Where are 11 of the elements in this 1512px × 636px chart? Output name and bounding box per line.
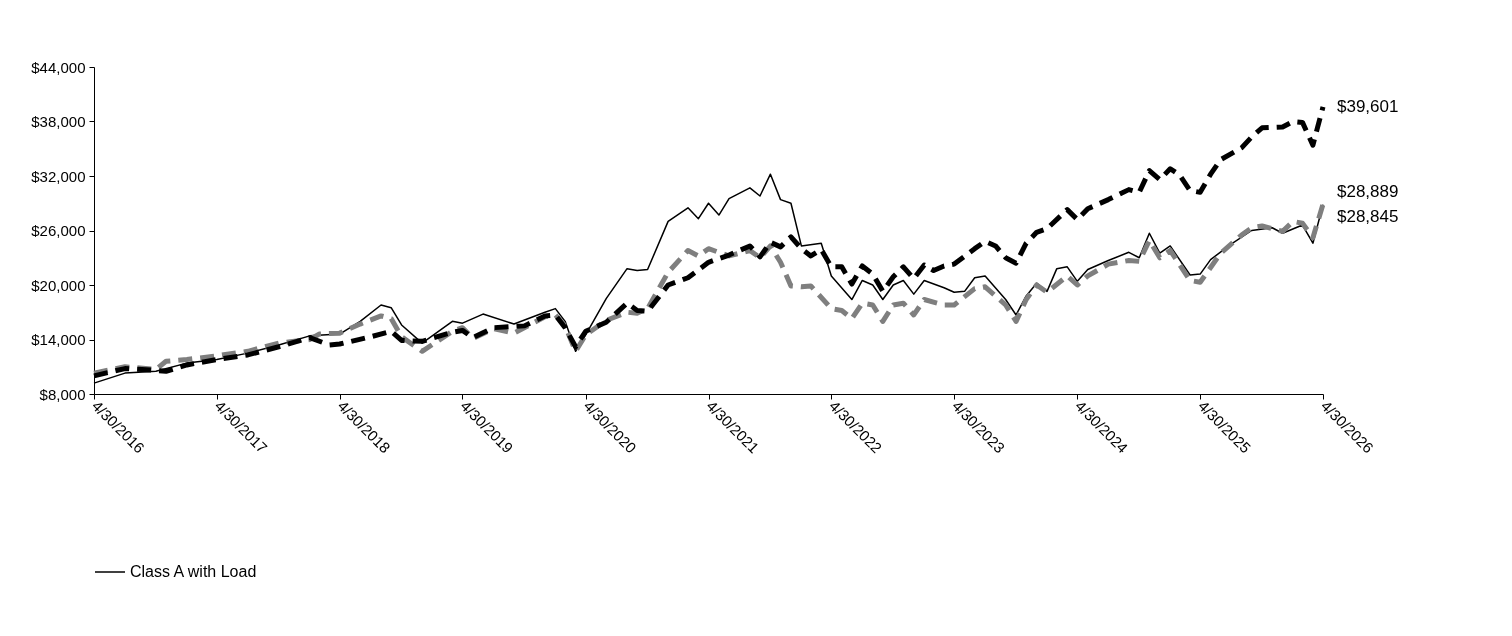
- annotation: $39,601: [1337, 96, 1399, 116]
- annotation: $28,889: [1337, 182, 1399, 202]
- legend-label: Class A with Load: [130, 563, 257, 580]
- y-tick-label: $8,000: [39, 385, 86, 403]
- y-tick-label: $44,000: [31, 58, 86, 76]
- annotation: $28,845: [1337, 206, 1399, 226]
- y-tick-label: $14,000: [31, 331, 86, 348]
- y-tick-label: $32,000: [31, 167, 86, 185]
- y-tick-label: $38,000: [31, 113, 86, 130]
- y-tick-label: $20,000: [31, 276, 86, 294]
- y-tick-label: $26,000: [31, 222, 86, 239]
